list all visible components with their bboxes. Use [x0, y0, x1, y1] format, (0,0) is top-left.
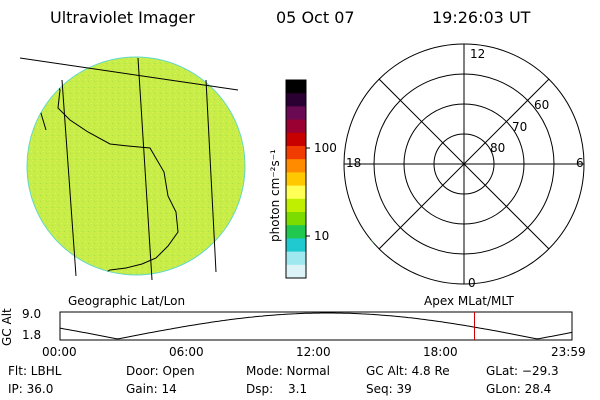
- colorbar-segment: [286, 172, 306, 187]
- colorbar-frame: [285, 79, 307, 279]
- mlt-label-6: 6: [576, 156, 584, 170]
- colorbar-segment: [286, 185, 306, 200]
- glat-info: GLat: −29.3: [486, 364, 559, 378]
- filter-info: Flt: LBHL: [8, 364, 62, 378]
- colorbar-segment: [286, 251, 306, 266]
- lat-label-60: 60: [534, 98, 550, 112]
- colorbar-tick-10: 10: [314, 229, 330, 243]
- colorbar-segment: [286, 198, 306, 213]
- colorbar-segment: [286, 146, 306, 160]
- colorbar-segment: [286, 119, 306, 134]
- seq-info: Seq: 39: [366, 382, 412, 396]
- image-disk: [26, 56, 246, 276]
- colorbar: [285, 79, 310, 279]
- ip-info: IP: 36.0: [8, 382, 54, 396]
- colorbar-unit-label: photon cm⁻²s⁻¹: [268, 149, 282, 242]
- altitude-xtick-2359: 23:59: [551, 345, 586, 359]
- altitude-ylabel: GC Alt: [0, 308, 14, 346]
- polar-grid-lines: [344, 44, 584, 284]
- colorbar-segment: [286, 132, 306, 147]
- colorbar-segment: [286, 238, 306, 253]
- altitude-xtick-0600: 06:00: [169, 345, 204, 359]
- colorbar-segment: [286, 212, 306, 226]
- dsp-info-label: Dsp:: [246, 382, 274, 396]
- date-label: 05 Oct 07: [276, 8, 355, 27]
- geographic-map: [19, 56, 246, 281]
- mlt-label-0: 0: [468, 276, 476, 290]
- altitude-xtick-0000: 00:00: [42, 345, 77, 359]
- dsp-info-value: 3.1: [288, 382, 308, 396]
- gc-alt-info: GC Alt: 4.8 Re: [366, 364, 450, 378]
- colorbar-segment: [286, 159, 306, 173]
- instrument-title: Ultraviolet Imager: [50, 8, 195, 27]
- glon-info: GLon: 28.4: [486, 382, 552, 396]
- colorbar-tick-100: 100: [314, 141, 337, 155]
- altitude-strip-chart: [59, 311, 573, 341]
- colorbar-segment: [286, 106, 306, 121]
- mlt-label-18: 18: [346, 156, 362, 170]
- mode-info: Mode: Normal: [246, 364, 330, 378]
- altitude-xtick-1200: 12:00: [296, 345, 331, 359]
- polar-plot: [343, 43, 585, 285]
- lat-label-80: 80: [490, 141, 506, 155]
- altitude-ytick-bottom: 1.8: [22, 328, 42, 342]
- gain-info: Gain: 14: [126, 382, 177, 396]
- colorbar-segment: [286, 264, 306, 279]
- altitude-curve: [59, 312, 573, 340]
- polar-plot-caption: Apex MLat/MLT: [424, 294, 514, 308]
- mlt-label-12: 12: [470, 47, 486, 61]
- colorbar-segment: [286, 93, 306, 107]
- longitude-grid-lines: [19, 57, 239, 281]
- time-label: 19:26:03 UT: [432, 8, 531, 27]
- altitude-xtick-1800: 18:00: [423, 345, 458, 359]
- altitude-ytick-top: 9.0: [22, 307, 42, 321]
- lat-label-70: 70: [512, 120, 528, 134]
- door-info: Door: Open: [126, 364, 195, 378]
- altitude-frame: [59, 311, 573, 341]
- colorbar-segment: [286, 80, 306, 94]
- geo-map-caption: Geographic Lat/Lon: [68, 294, 186, 308]
- colorbar-segment: [286, 225, 306, 239]
